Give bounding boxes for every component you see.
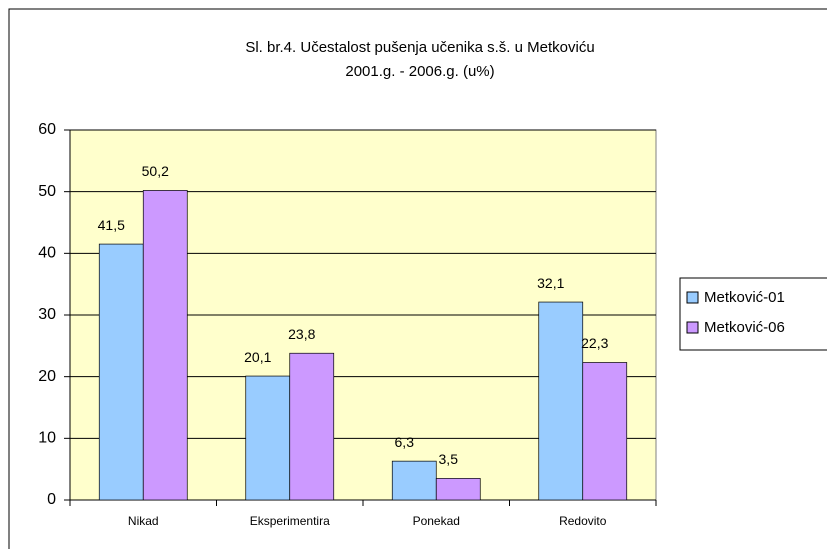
legend-label: Metković-06	[704, 319, 785, 336]
legend-label: Metković-01	[704, 289, 785, 306]
x-tick-label: Nikad	[128, 514, 159, 528]
bar	[245, 375, 291, 501]
y-tick-label: 50	[38, 183, 56, 200]
y-tick-label: 60	[38, 121, 56, 138]
x-tick-label: Redovito	[559, 514, 607, 528]
value-label: 22,3	[581, 335, 608, 351]
bar	[142, 190, 188, 501]
bar	[582, 362, 628, 501]
value-label: 3,5	[439, 451, 459, 467]
chart-title: Sl. br.4. Učestalost pušenja učenika s.š…	[245, 39, 594, 56]
y-tick-label: 20	[38, 368, 56, 385]
value-label: 41,5	[98, 217, 125, 233]
value-label: 6,3	[395, 434, 415, 450]
legend-swatch	[686, 321, 699, 334]
chart-title: 2001.g. - 2006.g. (u%)	[345, 63, 494, 80]
value-label: 32,1	[537, 275, 564, 291]
x-tick-label: Eksperimentira	[250, 514, 330, 528]
bar	[391, 460, 437, 501]
bar	[538, 301, 584, 501]
bar	[289, 352, 335, 501]
bar	[98, 243, 144, 501]
value-label: 20,1	[244, 349, 271, 365]
x-tick-label: Ponekad	[413, 514, 460, 528]
value-label: 50,2	[142, 163, 169, 179]
legend-box	[679, 277, 827, 351]
y-tick-label: 30	[38, 306, 56, 323]
value-label: 23,8	[288, 326, 315, 342]
y-tick-label: 10	[38, 430, 56, 447]
y-tick-label: 0	[47, 491, 56, 508]
legend-swatch	[686, 291, 699, 304]
y-tick-label: 40	[38, 245, 56, 262]
bar	[435, 478, 481, 501]
